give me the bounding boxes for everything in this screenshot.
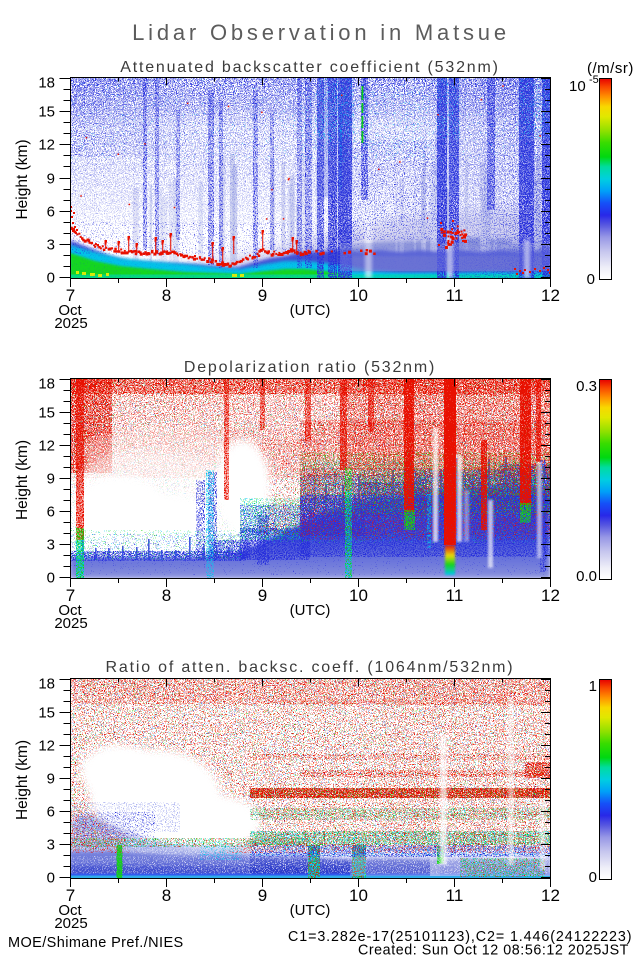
svg-text:10: 10 bbox=[349, 286, 368, 305]
svg-text:Ratio of atten. backsc. coeff.: Ratio of atten. backsc. coeff. (1064nm/5… bbox=[106, 659, 515, 676]
svg-text:0: 0 bbox=[587, 271, 595, 288]
svg-text:(UTC): (UTC) bbox=[290, 302, 331, 319]
svg-text:2025: 2025 bbox=[54, 915, 87, 932]
svg-text:8: 8 bbox=[162, 886, 171, 905]
svg-text:6: 6 bbox=[47, 804, 55, 821]
svg-text:9: 9 bbox=[258, 286, 267, 305]
svg-text:2025: 2025 bbox=[54, 315, 87, 332]
svg-text:9: 9 bbox=[258, 586, 267, 605]
svg-text:12: 12 bbox=[38, 738, 55, 755]
svg-text:9: 9 bbox=[47, 771, 55, 788]
svg-text:MOE/Shimane Pref./NIES: MOE/Shimane Pref./NIES bbox=[8, 935, 184, 951]
svg-text:18: 18 bbox=[38, 676, 55, 693]
svg-text:0: 0 bbox=[47, 270, 55, 287]
svg-text:12: 12 bbox=[541, 586, 560, 605]
svg-text:7: 7 bbox=[66, 886, 75, 905]
svg-text:3: 3 bbox=[47, 237, 55, 254]
svg-text:7: 7 bbox=[66, 286, 75, 305]
svg-text:C1=3.282e-17(25101123),C2= 1.4: C1=3.282e-17(25101123),C2= 1.446(2412222… bbox=[288, 929, 632, 945]
svg-text:18: 18 bbox=[38, 75, 55, 92]
svg-text:Height (km): Height (km) bbox=[14, 440, 31, 520]
svg-text:12: 12 bbox=[38, 137, 55, 154]
svg-text:10: 10 bbox=[569, 78, 586, 95]
svg-text:10: 10 bbox=[349, 586, 368, 605]
svg-text:0: 0 bbox=[47, 570, 55, 587]
svg-text:18: 18 bbox=[38, 376, 55, 393]
svg-text:8: 8 bbox=[162, 586, 171, 605]
svg-text:12: 12 bbox=[38, 438, 55, 455]
svg-text:0: 0 bbox=[589, 869, 597, 886]
svg-text:9: 9 bbox=[258, 886, 267, 905]
svg-text:15: 15 bbox=[38, 104, 55, 121]
svg-text:9: 9 bbox=[47, 171, 55, 188]
svg-text:3: 3 bbox=[47, 837, 55, 854]
svg-text:-5: -5 bbox=[589, 74, 599, 86]
svg-text:(UTC): (UTC) bbox=[290, 902, 331, 919]
svg-text:10: 10 bbox=[349, 886, 368, 905]
svg-text:9: 9 bbox=[47, 471, 55, 488]
svg-text:Oct: Oct bbox=[58, 302, 82, 319]
svg-text:0.3: 0.3 bbox=[576, 378, 597, 395]
svg-text:8: 8 bbox=[162, 286, 171, 305]
svg-text:12: 12 bbox=[541, 286, 560, 305]
svg-text:0.0: 0.0 bbox=[576, 568, 597, 585]
svg-text:3: 3 bbox=[47, 537, 55, 554]
svg-text:1: 1 bbox=[589, 678, 597, 695]
svg-text:6: 6 bbox=[47, 204, 55, 221]
svg-text:(UTC): (UTC) bbox=[290, 602, 331, 619]
svg-text:Attenuated backscatter coeffic: Attenuated backscatter coefficient (532n… bbox=[120, 59, 499, 76]
svg-text:15: 15 bbox=[38, 405, 55, 422]
svg-text:0: 0 bbox=[47, 870, 55, 887]
svg-text:2025: 2025 bbox=[54, 615, 87, 632]
svg-text:11: 11 bbox=[446, 286, 464, 305]
svg-text:12: 12 bbox=[541, 886, 560, 905]
svg-text:Created: Sun Oct 12 08:56:12 2: Created: Sun Oct 12 08:56:12 2025JST bbox=[358, 943, 629, 959]
svg-text:Height (km): Height (km) bbox=[14, 139, 31, 219]
svg-text:Oct: Oct bbox=[58, 902, 82, 919]
svg-text:Height (km): Height (km) bbox=[14, 740, 31, 820]
svg-text:(/m/sr): (/m/sr) bbox=[587, 60, 634, 77]
svg-text:15: 15 bbox=[38, 705, 55, 722]
svg-text:6: 6 bbox=[47, 504, 55, 521]
svg-text:11: 11 bbox=[446, 886, 464, 905]
svg-text:Depolarization ratio (532nm): Depolarization ratio (532nm) bbox=[184, 359, 436, 376]
svg-text:11: 11 bbox=[446, 586, 464, 605]
svg-text:7: 7 bbox=[66, 586, 75, 605]
svg-text:Lidar Observation in Matsue: Lidar Observation in Matsue bbox=[132, 20, 510, 45]
svg-text:Oct: Oct bbox=[58, 602, 82, 619]
